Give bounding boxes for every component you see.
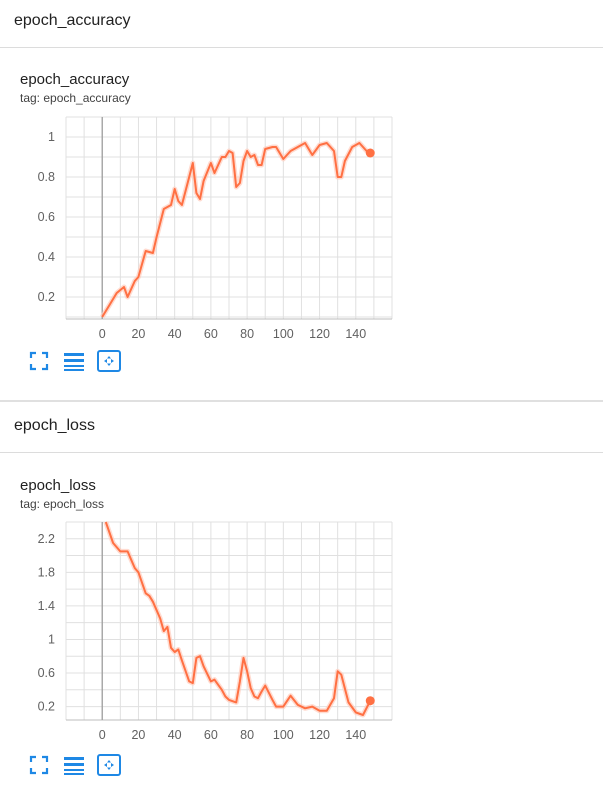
x-tick-label: 40: [168, 728, 182, 742]
section-header[interactable]: epoch_accuracy: [0, 0, 603, 48]
raw-series-line: [103, 521, 373, 718]
fit-domain-icon[interactable]: [28, 350, 50, 372]
x-tick-label: 60: [204, 327, 218, 341]
y-tick-label: 2.2: [38, 532, 55, 546]
x-tick-label: 80: [240, 327, 254, 341]
loss-section: epoch_loss epoch_loss tag: epoch_loss 0 2…: [0, 402, 603, 792]
card-tag: tag: epoch_accuracy: [20, 91, 131, 105]
x-tick-label: 0: [99, 327, 106, 341]
x-tick-label: 80: [240, 728, 254, 742]
y-tick-label: 0.6: [38, 210, 55, 224]
y-tick-label: 1: [48, 632, 55, 646]
expand-chart-icon[interactable]: [97, 754, 121, 776]
y-tick-label: 1.4: [38, 599, 55, 613]
section-title: epoch_loss: [14, 417, 95, 434]
section-header[interactable]: epoch_loss: [0, 402, 603, 453]
y-tick-label: 0.6: [38, 666, 55, 680]
x-tick-label: 140: [345, 327, 366, 341]
card-tag: tag: epoch_loss: [20, 497, 105, 511]
y-tick-label: 0.2: [38, 290, 55, 304]
accuracy-section: epoch_accuracy epoch_accuracy tag: epoch…: [0, 0, 603, 400]
y-tick-label: 0.4: [38, 250, 55, 264]
chart-toolbar: [28, 350, 128, 374]
raw-series-line: [100, 140, 372, 319]
y-tick-label: 1: [48, 130, 55, 144]
x-tick-label: 40: [168, 327, 182, 341]
expand-chart-icon[interactable]: [97, 350, 121, 372]
toggle-log-icon[interactable]: [63, 754, 85, 776]
loss-chart[interactable]: 0 20 40 60 80 100 120 140 0.2 0.6 1 1.4 1.8 2.2: [0, 402, 603, 792]
last-value-marker: [365, 148, 375, 158]
y-tick-label: 0.8: [38, 170, 55, 184]
section-title: epoch_accuracy: [14, 12, 131, 29]
x-tick-label: 100: [273, 327, 294, 341]
x-tick-label: 20: [131, 327, 145, 341]
chart-toolbar: [28, 754, 128, 778]
accuracy-chart[interactable]: 0 20 40 60 80 100 120 140 0.2 0.4 0.6 0.8 1: [0, 0, 603, 400]
smoothed-series-line: [104, 521, 372, 716]
x-tick-label: 20: [131, 728, 145, 742]
x-tick-label: 120: [309, 728, 330, 742]
x-tick-label: 120: [309, 327, 330, 341]
toggle-log-icon[interactable]: [63, 350, 85, 372]
card-title: epoch_accuracy: [20, 71, 130, 88]
y-tick-label: 0.2: [38, 700, 55, 714]
last-value-marker: [365, 696, 375, 706]
x-tick-label: 0: [99, 728, 106, 742]
smoothed-series-line: [101, 142, 371, 318]
x-tick-label: 60: [204, 728, 218, 742]
y-tick-label: 1.8: [38, 565, 55, 579]
section-divider: [0, 400, 603, 402]
card-title: epoch_loss: [20, 477, 96, 494]
x-tick-label: 100: [273, 728, 294, 742]
x-tick-label: 140: [345, 728, 366, 742]
fit-domain-icon[interactable]: [28, 754, 50, 776]
